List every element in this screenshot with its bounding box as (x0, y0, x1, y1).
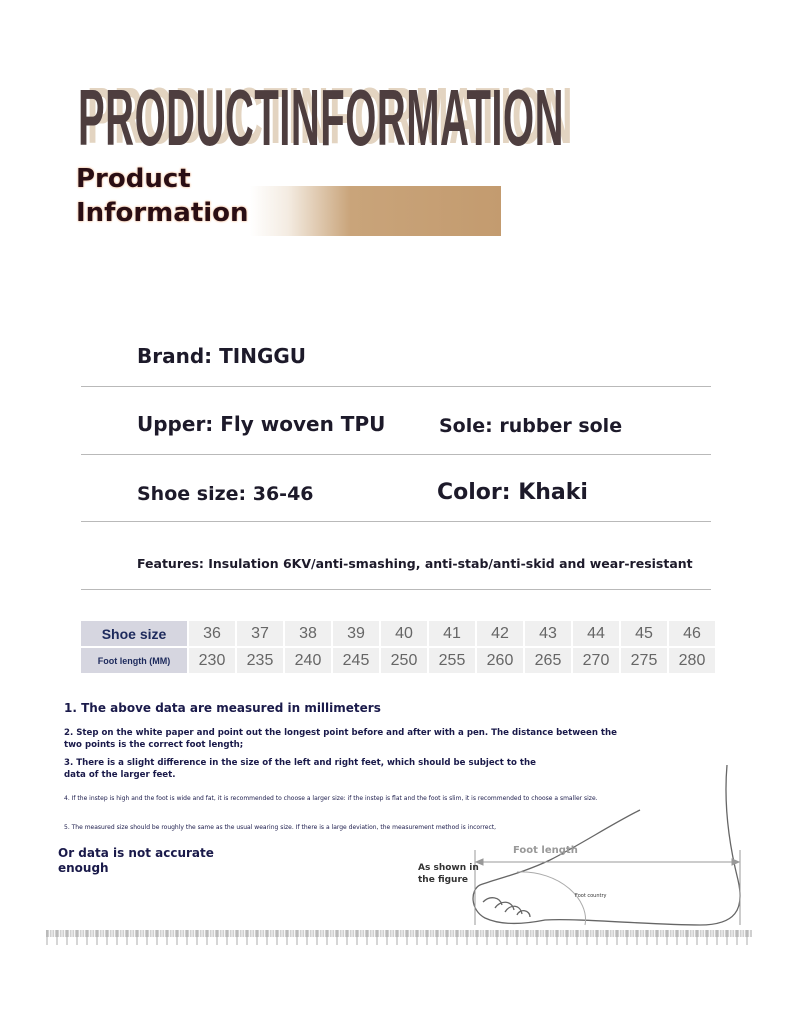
note-6a: Or data is not accurate (58, 846, 214, 860)
subtitle-line-1: Product (76, 164, 191, 194)
page-title: PRODUCTINFORMATION (78, 73, 564, 162)
length-cell: 235 (237, 648, 283, 673)
length-cell: 240 (285, 648, 331, 673)
note-2a: 2. Step on the white paper and point out… (64, 728, 617, 738)
note-2b: two points is the correct foot length; (64, 740, 244, 750)
subtitle: Product Information (76, 162, 249, 230)
length-cell: 260 (477, 648, 523, 673)
length-cell: 255 (429, 648, 475, 673)
brand-spec: Brand: TINGGU (137, 344, 307, 368)
shoe-size-spec: Shoe size: 36-46 (137, 483, 314, 505)
foot-length-label: Foot length (513, 845, 578, 856)
subtitle-line-2: Information (76, 198, 249, 228)
length-cell: 245 (333, 648, 379, 673)
length-cell: 230 (189, 648, 235, 673)
note-1: 1. The above data are measured in millim… (64, 701, 381, 715)
size-cell: 40 (381, 621, 427, 646)
note-3b: data of the larger feet. (64, 770, 176, 780)
brush-stroke-decoration (250, 186, 501, 236)
foot-length-arrow (474, 850, 741, 925)
size-cell: 38 (285, 621, 331, 646)
foot-outline-icon (472, 764, 741, 926)
note-5: 5. The measured size should be roughly t… (64, 824, 497, 831)
length-cell: 270 (573, 648, 619, 673)
size-cell: 44 (573, 621, 619, 646)
color-spec: Color: Khaki (437, 480, 588, 505)
size-table: Shoe size 36 37 38 39 40 41 42 43 44 45 46 Foot le… (79, 619, 717, 675)
length-cell: 250 (381, 648, 427, 673)
size-cell: 37 (237, 621, 283, 646)
size-cell: 39 (333, 621, 379, 646)
size-cell: 46 (669, 621, 715, 646)
size-cell: 43 (525, 621, 571, 646)
sole-spec: Sole: rubber sole (439, 415, 623, 437)
size-cell: 41 (429, 621, 475, 646)
divider (81, 521, 711, 522)
row-header-foot-length: Foot length (MM) (81, 648, 187, 673)
row-header-shoe-size: Shoe size (81, 621, 187, 646)
features-spec: Features: Insulation 6KV/anti-smashing, … (137, 556, 693, 571)
table-row: Shoe size 36 37 38 39 40 41 42 43 44 45 46 (81, 621, 715, 646)
length-cell: 275 (621, 648, 667, 673)
toe-arc (516, 871, 587, 926)
size-cell: 45 (621, 621, 667, 646)
size-cell: 36 (189, 621, 235, 646)
as-shown-label-1: As shown in (418, 863, 479, 873)
divider (81, 386, 711, 387)
length-cell: 280 (669, 648, 715, 673)
divider (81, 589, 711, 590)
size-cell: 42 (477, 621, 523, 646)
length-cell: 265 (525, 648, 571, 673)
note-6b: enough (58, 861, 109, 875)
divider (81, 454, 711, 455)
table-row: Foot length (MM) 230 235 240 245 250 255 260 26… (81, 648, 715, 673)
ruler-icon (46, 930, 752, 945)
upper-spec: Upper: Fly woven TPU (137, 412, 386, 436)
foot-country-label: Foot country (575, 893, 607, 899)
note-3a: 3. There is a slight difference in the s… (64, 758, 536, 768)
as-shown-label-2: the figure (418, 875, 468, 885)
note-4: 4. If the instep is high and the foot is… (64, 795, 598, 802)
